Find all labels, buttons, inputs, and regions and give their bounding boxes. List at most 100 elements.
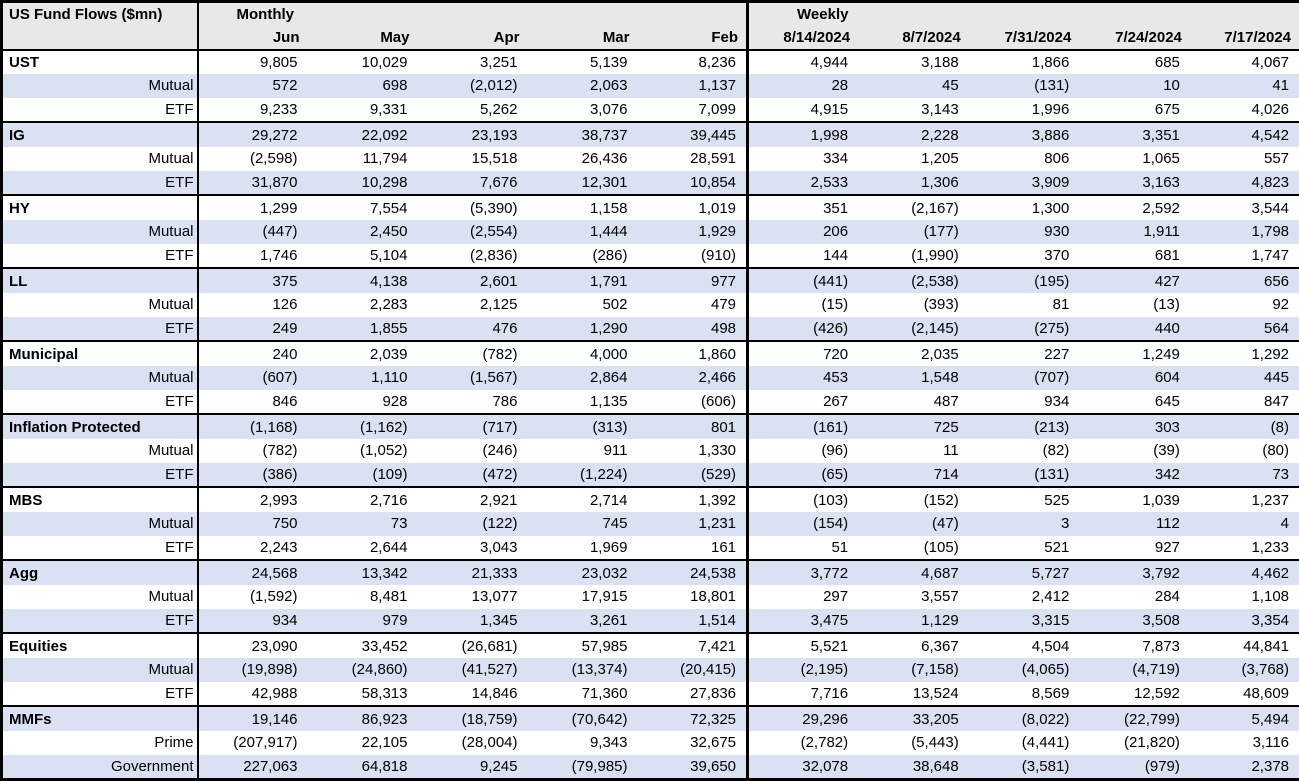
table-cell: (782) (418, 341, 528, 365)
table-cell: (19,898) (198, 658, 308, 682)
column-header-week-1: 8/14/2024 (748, 26, 859, 50)
table-cell: 2,864 (528, 366, 638, 390)
table-cell: (3,581) (969, 755, 1080, 779)
table-cell: (275) (969, 317, 1080, 341)
table-cell: 698 (308, 74, 418, 98)
column-header-apr: Apr (418, 26, 528, 50)
table-cell: 1,929 (638, 220, 748, 244)
table-cell: (386) (198, 463, 308, 487)
category-label: IG (2, 122, 198, 146)
table-cell: 656 (1190, 268, 1299, 292)
table-cell: 934 (969, 390, 1080, 414)
table-cell: 930 (969, 220, 1080, 244)
table-cell: 977 (638, 268, 748, 292)
table-cell: 22,105 (308, 731, 418, 755)
table-cell: 1,855 (308, 317, 418, 341)
table-cell: (246) (418, 439, 528, 463)
table-cell: 1,747 (1190, 244, 1299, 268)
table-cell: 725 (858, 414, 969, 438)
table-cell: 4,000 (528, 341, 638, 365)
table-cell: 9,233 (198, 98, 308, 122)
column-header-week-4: 7/24/2024 (1079, 26, 1190, 50)
table-cell: 786 (418, 390, 528, 414)
table-cell: (24,860) (308, 658, 418, 682)
table-cell: 41 (1190, 74, 1299, 98)
table-cell: 5,139 (528, 50, 638, 74)
table-cell: (18,759) (418, 706, 528, 730)
table-cell: 846 (198, 390, 308, 414)
table-cell: 806 (969, 147, 1080, 171)
table-cell: (717) (418, 414, 528, 438)
table-cell: 32,675 (638, 731, 748, 755)
table-cell: 2,035 (858, 341, 969, 365)
table-cell: (1,990) (858, 244, 969, 268)
sub-row-label: Mutual (2, 658, 198, 682)
table-cell: 13,342 (308, 560, 418, 584)
table-cell: 4 (1190, 512, 1299, 536)
table-cell: 351 (748, 195, 859, 219)
table-cell: 1,746 (198, 244, 308, 268)
table-cell: (4,065) (969, 658, 1080, 682)
table-cell: (782) (198, 439, 308, 463)
table-header: US Fund Flows ($mn) Monthly Weekly Jun M… (2, 2, 1299, 50)
table-cell: 29,272 (198, 122, 308, 146)
table-cell: 42,988 (198, 682, 308, 706)
sub-row-label: Mutual (2, 366, 198, 390)
table-cell: 3,792 (1079, 560, 1190, 584)
table-cell: 440 (1079, 317, 1190, 341)
table-cell: 3,043 (418, 536, 528, 560)
table-cell: 375 (198, 268, 308, 292)
table-cell: 2,921 (418, 487, 528, 511)
table-cell: 1,330 (638, 439, 748, 463)
table-cell: 4,067 (1190, 50, 1299, 74)
table-cell: (8) (1190, 414, 1299, 438)
sub-row-label: ETF (2, 317, 198, 341)
table-cell: (1,162) (308, 414, 418, 438)
table-cell: 681 (1079, 244, 1190, 268)
table-cell: 28 (748, 74, 859, 98)
table-cell: (20,415) (638, 658, 748, 682)
table-cell: (313) (528, 414, 638, 438)
table-cell: 4,944 (748, 50, 859, 74)
table-cell: 3,886 (969, 122, 1080, 146)
table-cell: 1,300 (969, 195, 1080, 219)
table-cell: 86,923 (308, 706, 418, 730)
table-cell: 1,231 (638, 512, 748, 536)
table-cell: 847 (1190, 390, 1299, 414)
table-cell: 32,078 (748, 755, 859, 779)
table-cell: 1,514 (638, 609, 748, 633)
table-cell: 7,421 (638, 633, 748, 657)
sub-row-label: Mutual (2, 439, 198, 463)
table-cell: 2,716 (308, 487, 418, 511)
table-cell: 297 (748, 585, 859, 609)
table-cell: 2,714 (528, 487, 638, 511)
table-cell: 8,569 (969, 682, 1080, 706)
table-cell: (105) (858, 536, 969, 560)
table-cell: (161) (748, 414, 859, 438)
table-cell: 745 (528, 512, 638, 536)
table-cell: 51 (748, 536, 859, 560)
table-cell: 81 (969, 293, 1080, 317)
table-cell: 645 (1079, 390, 1190, 414)
table-cell: 3,475 (748, 609, 859, 633)
table-cell: (910) (638, 244, 748, 268)
table-cell: (70,642) (528, 706, 638, 730)
table-cell: 13,524 (858, 682, 969, 706)
column-header-week-5: 7/17/2024 (1190, 26, 1299, 50)
table-cell: (65) (748, 463, 859, 487)
table-cell: 1,998 (748, 122, 859, 146)
table-cell: 4,504 (969, 633, 1080, 657)
sub-row-label: Mutual (2, 74, 198, 98)
table-cell: (13,374) (528, 658, 638, 682)
table-cell: (96) (748, 439, 859, 463)
table-cell: (607) (198, 366, 308, 390)
